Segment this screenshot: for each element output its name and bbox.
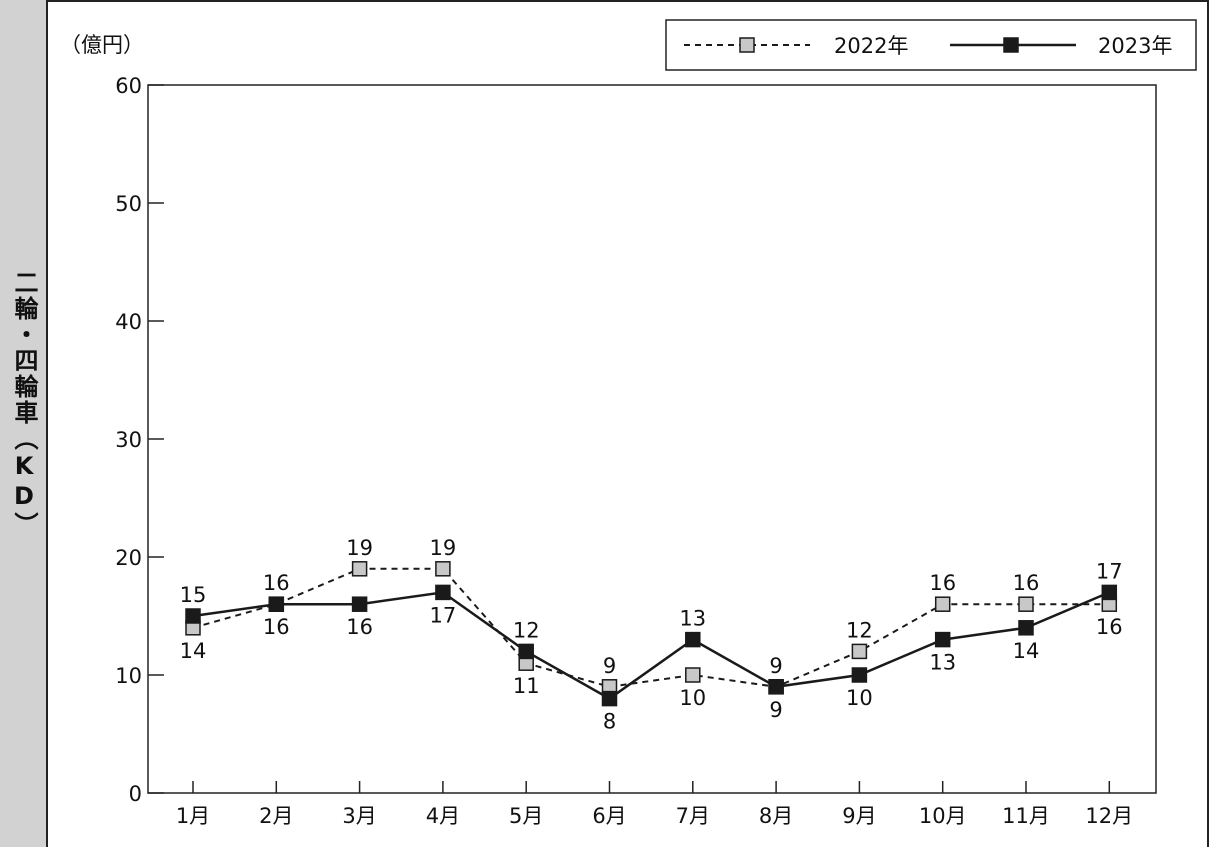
x-tick-label: 4月 <box>426 804 460 828</box>
series-line-2023 <box>192 591 1110 701</box>
y-tick-label: 50 <box>115 192 142 216</box>
series-line-2022 <box>192 567 1110 688</box>
y-tick-label: 10 <box>115 664 142 688</box>
data-label-2022: 9 <box>603 654 616 678</box>
point-2023-9 <box>851 667 868 683</box>
data-label-2022: 16 <box>1096 615 1123 639</box>
y-tick-label: 20 <box>115 546 142 570</box>
y-tick-label: 30 <box>115 428 142 452</box>
data-label-2023: 8 <box>603 710 616 734</box>
data-label-2023: 13 <box>679 607 706 631</box>
data-label-2023: 17 <box>430 603 457 627</box>
unit-label: （億円） <box>60 33 144 57</box>
x-tick-label: 3月 <box>342 804 376 828</box>
point-2023-5 <box>518 643 534 660</box>
x-tick-label: 5月 <box>509 804 543 828</box>
side-label: 二輪・四輪車（KD） <box>10 270 38 538</box>
data-label-2022: 10 <box>679 686 706 710</box>
point-2022-11 <box>1018 596 1034 612</box>
point-2022-9 <box>851 643 868 660</box>
data-label-2023: 16 <box>263 571 290 595</box>
data-label-2023: 10 <box>846 686 873 710</box>
point-2023-6 <box>601 690 618 707</box>
point-2023-2 <box>268 596 285 612</box>
data-label-2022: 9 <box>769 698 782 722</box>
x-tick-label: 2月 <box>259 804 293 828</box>
x-tick-label: 7月 <box>676 804 710 828</box>
series-layer <box>185 561 1118 707</box>
axes: 0 10 20 30 40 50 60 1月 2月 3月 4月 5月 6月 7月 8月 9月 10月 11月 12月 <box>115 74 1133 828</box>
data-label-2023: 17 <box>1096 559 1123 583</box>
data-label-2022: 19 <box>346 536 373 560</box>
legend: 2022年 2023年 <box>665 19 1197 71</box>
data-label-2023: 12 <box>513 618 540 642</box>
x-tick-label: 8月 <box>759 804 793 828</box>
x-tick-label: 10月 <box>919 804 967 828</box>
data-label-2022: 16 <box>929 571 956 595</box>
point-2022-7 <box>685 667 701 683</box>
point-2023-1 <box>185 608 201 624</box>
data-label-2022: 11 <box>513 674 540 698</box>
legend-label-2023: 2023年 <box>1098 34 1172 58</box>
data-label-2022: 12 <box>846 618 873 642</box>
point-2023-4 <box>435 584 451 601</box>
y-tick-label: 0 <box>129 782 142 806</box>
point-2023-12 <box>1101 584 1118 601</box>
x-tick-label: 12月 <box>1085 804 1133 828</box>
data-label-2023: 13 <box>929 651 956 675</box>
x-tick-label: 6月 <box>592 804 626 828</box>
x-tick-label: 1月 <box>176 804 210 828</box>
point-2023-7 <box>685 631 701 648</box>
data-label-2023: 16 <box>346 615 373 639</box>
y-tick-label: 60 <box>115 74 142 98</box>
point-2022-3 <box>351 561 368 577</box>
y-tick-label: 40 <box>115 310 142 334</box>
data-label-layer: 15 14 16 16 19 16 19 17 12 11 9 8 13 10 9 9 12 10 16 13 16 14… <box>180 536 1123 734</box>
x-tick-label: 11月 <box>1002 804 1050 828</box>
data-label-2022: 16 <box>1013 571 1040 595</box>
data-label-2023: 14 <box>1013 639 1040 663</box>
plot-area <box>147 84 1157 794</box>
legend-box <box>665 19 1197 71</box>
point-2022-4 <box>435 561 451 577</box>
x-tick-label: 9月 <box>842 804 876 828</box>
point-2023-11 <box>1018 620 1034 636</box>
data-label-2022: 19 <box>430 536 457 560</box>
legend-label-2022: 2022年 <box>834 34 908 58</box>
point-2023-3 <box>351 596 368 612</box>
data-label-2023: 9 <box>769 654 782 678</box>
point-2022-10 <box>934 596 951 612</box>
data-label-2022: 16 <box>263 615 290 639</box>
data-label-2022: 14 <box>180 639 207 663</box>
point-2023-10 <box>934 631 951 648</box>
legend-marker-2023 <box>1003 37 1019 53</box>
point-2023-8 <box>768 679 784 695</box>
data-label-2023: 15 <box>180 583 207 607</box>
legend-marker-2022 <box>739 37 755 53</box>
side-panel: 二輪・四輪車（KD） <box>0 0 48 847</box>
